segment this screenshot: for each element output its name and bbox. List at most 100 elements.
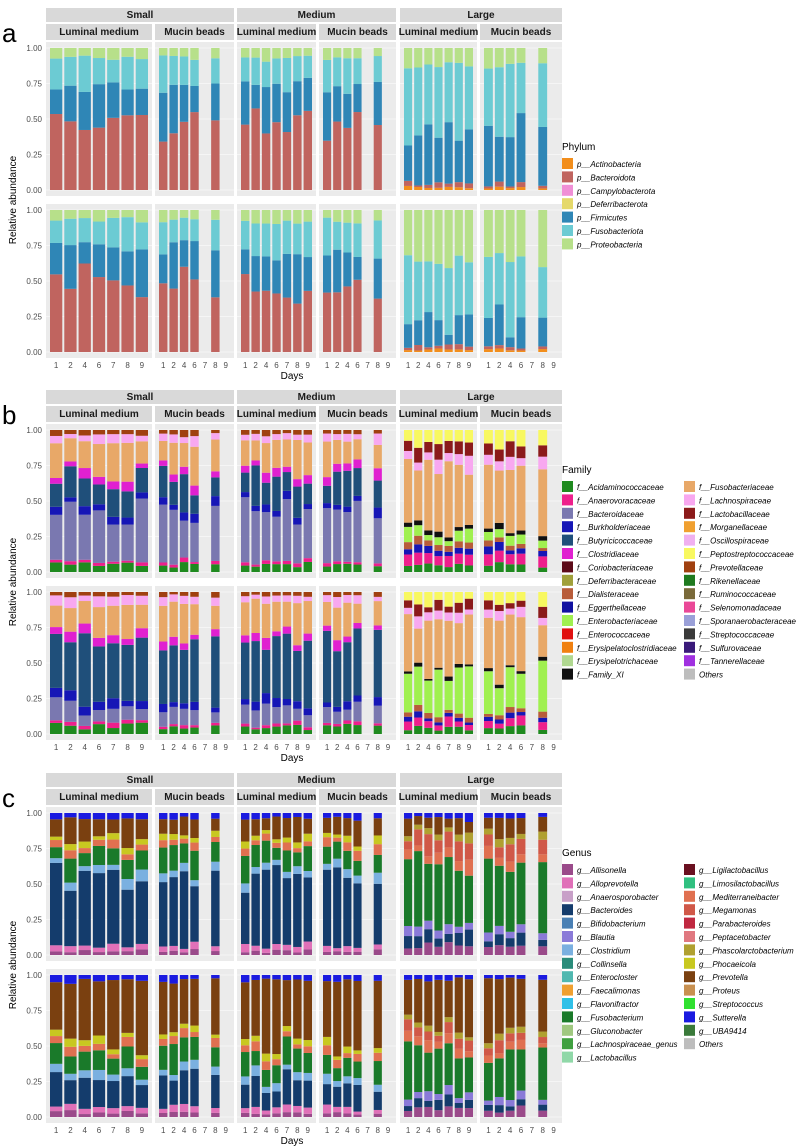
bar-segment xyxy=(538,617,548,626)
bar-segment xyxy=(343,506,352,513)
bar-segment xyxy=(505,1041,515,1050)
bar-segment xyxy=(107,864,120,870)
panel-label-b: b xyxy=(2,400,16,430)
bar-segment xyxy=(538,816,548,832)
bar-segment xyxy=(179,595,189,604)
bar-segment xyxy=(78,813,91,820)
bar-segment xyxy=(323,1036,332,1046)
bar-segment xyxy=(323,817,332,833)
bar-segment xyxy=(505,946,515,955)
legend-label: f__Tannerellaceae xyxy=(699,657,765,666)
legend-label: f__Lachnospiraceae xyxy=(699,496,772,505)
bar-segment xyxy=(169,594,178,602)
x-tick-label: 4 xyxy=(182,361,187,370)
bar-segment xyxy=(241,952,250,955)
bar-segment xyxy=(293,210,302,224)
bar-segment xyxy=(333,1112,342,1117)
bar-segment xyxy=(78,853,91,867)
bar-segment xyxy=(373,835,382,845)
bar-segment xyxy=(434,592,443,600)
bar-segment xyxy=(333,561,342,565)
legend-label: g__Bacteroides xyxy=(577,906,633,915)
bar-segment xyxy=(464,666,473,718)
bar-segment xyxy=(261,862,271,870)
bar-segment xyxy=(404,607,413,615)
bar-segment xyxy=(282,92,292,133)
x-tick-label: 1 xyxy=(325,361,330,370)
bar-segment xyxy=(169,442,178,475)
bar-segment xyxy=(505,1033,515,1042)
strip-luminal-label: Luminal medium xyxy=(399,27,479,38)
bar-segment xyxy=(169,219,178,243)
bar-segment xyxy=(454,541,463,548)
bar-segment xyxy=(50,1111,63,1117)
legend-swatch xyxy=(684,1011,695,1023)
bar-segment xyxy=(211,830,220,837)
bar-segment xyxy=(303,1107,312,1114)
bar-segment xyxy=(169,813,178,820)
bar-segment xyxy=(494,550,504,563)
bar-segment xyxy=(404,813,413,819)
bar-segment xyxy=(538,660,548,712)
bar-segment xyxy=(135,850,148,870)
bar-segment xyxy=(272,564,281,572)
x-axis-title: Days xyxy=(281,753,304,764)
bar-segment xyxy=(293,563,302,568)
bar-segment xyxy=(107,48,120,60)
bar-segment xyxy=(323,813,332,818)
bar-segment xyxy=(353,820,362,847)
bar-segment xyxy=(107,489,120,517)
x-tick-label: 8 xyxy=(457,743,462,752)
legend-swatch xyxy=(684,534,695,546)
bar-segment xyxy=(282,1104,292,1113)
bar-segment xyxy=(211,725,220,734)
bar-segment xyxy=(303,601,312,634)
legend-label: g__Phocaeicola xyxy=(699,960,756,969)
bar-segment xyxy=(424,678,433,681)
bar-segment xyxy=(494,604,504,612)
bar-segment xyxy=(516,975,526,979)
x-tick-label: 2 xyxy=(171,1126,176,1135)
strip-size-label: Large xyxy=(467,392,495,403)
bar-segment xyxy=(516,945,526,955)
bar-segment xyxy=(373,468,382,481)
bar-segment xyxy=(323,595,332,602)
bar-segment xyxy=(50,562,63,572)
bar-segment xyxy=(303,708,312,716)
bar-segment xyxy=(505,665,515,668)
bar-segment xyxy=(179,952,189,955)
legend-title: Genus xyxy=(562,848,591,859)
bar-segment xyxy=(373,883,382,945)
bar-segment xyxy=(494,210,504,254)
bar-segment xyxy=(261,1092,271,1111)
bar-segment xyxy=(190,842,199,851)
bar-segment xyxy=(505,430,515,442)
bar-segment xyxy=(303,846,312,871)
bar-segment xyxy=(343,252,352,287)
bar-segment xyxy=(424,545,433,554)
bar-segment xyxy=(404,180,413,186)
bar-segment xyxy=(272,48,281,59)
legend-label: f__Deferribacteraceae xyxy=(577,577,657,586)
bar-segment xyxy=(135,844,148,851)
bar-segment xyxy=(179,466,189,475)
bar-segment xyxy=(282,1036,292,1065)
bar-segment xyxy=(484,858,493,933)
bar-segment xyxy=(434,1099,443,1111)
bar-segment xyxy=(454,717,463,722)
bar-segment xyxy=(169,950,178,955)
bar-segment xyxy=(505,469,515,534)
bar-segment xyxy=(135,1055,148,1060)
x-tick-label: 9 xyxy=(551,361,556,370)
bar-segment xyxy=(64,850,77,859)
bar-segment xyxy=(159,1112,168,1117)
x-tick-label: 4 xyxy=(345,743,350,752)
bar-segment xyxy=(516,1049,526,1091)
bar-segment xyxy=(251,84,260,109)
bar-segment xyxy=(211,1037,220,1048)
bar-segment xyxy=(293,708,302,721)
bar-segment xyxy=(454,1058,463,1099)
bar-segment xyxy=(135,463,148,469)
bar-segment xyxy=(190,1112,199,1117)
bar-segment xyxy=(424,1106,433,1117)
